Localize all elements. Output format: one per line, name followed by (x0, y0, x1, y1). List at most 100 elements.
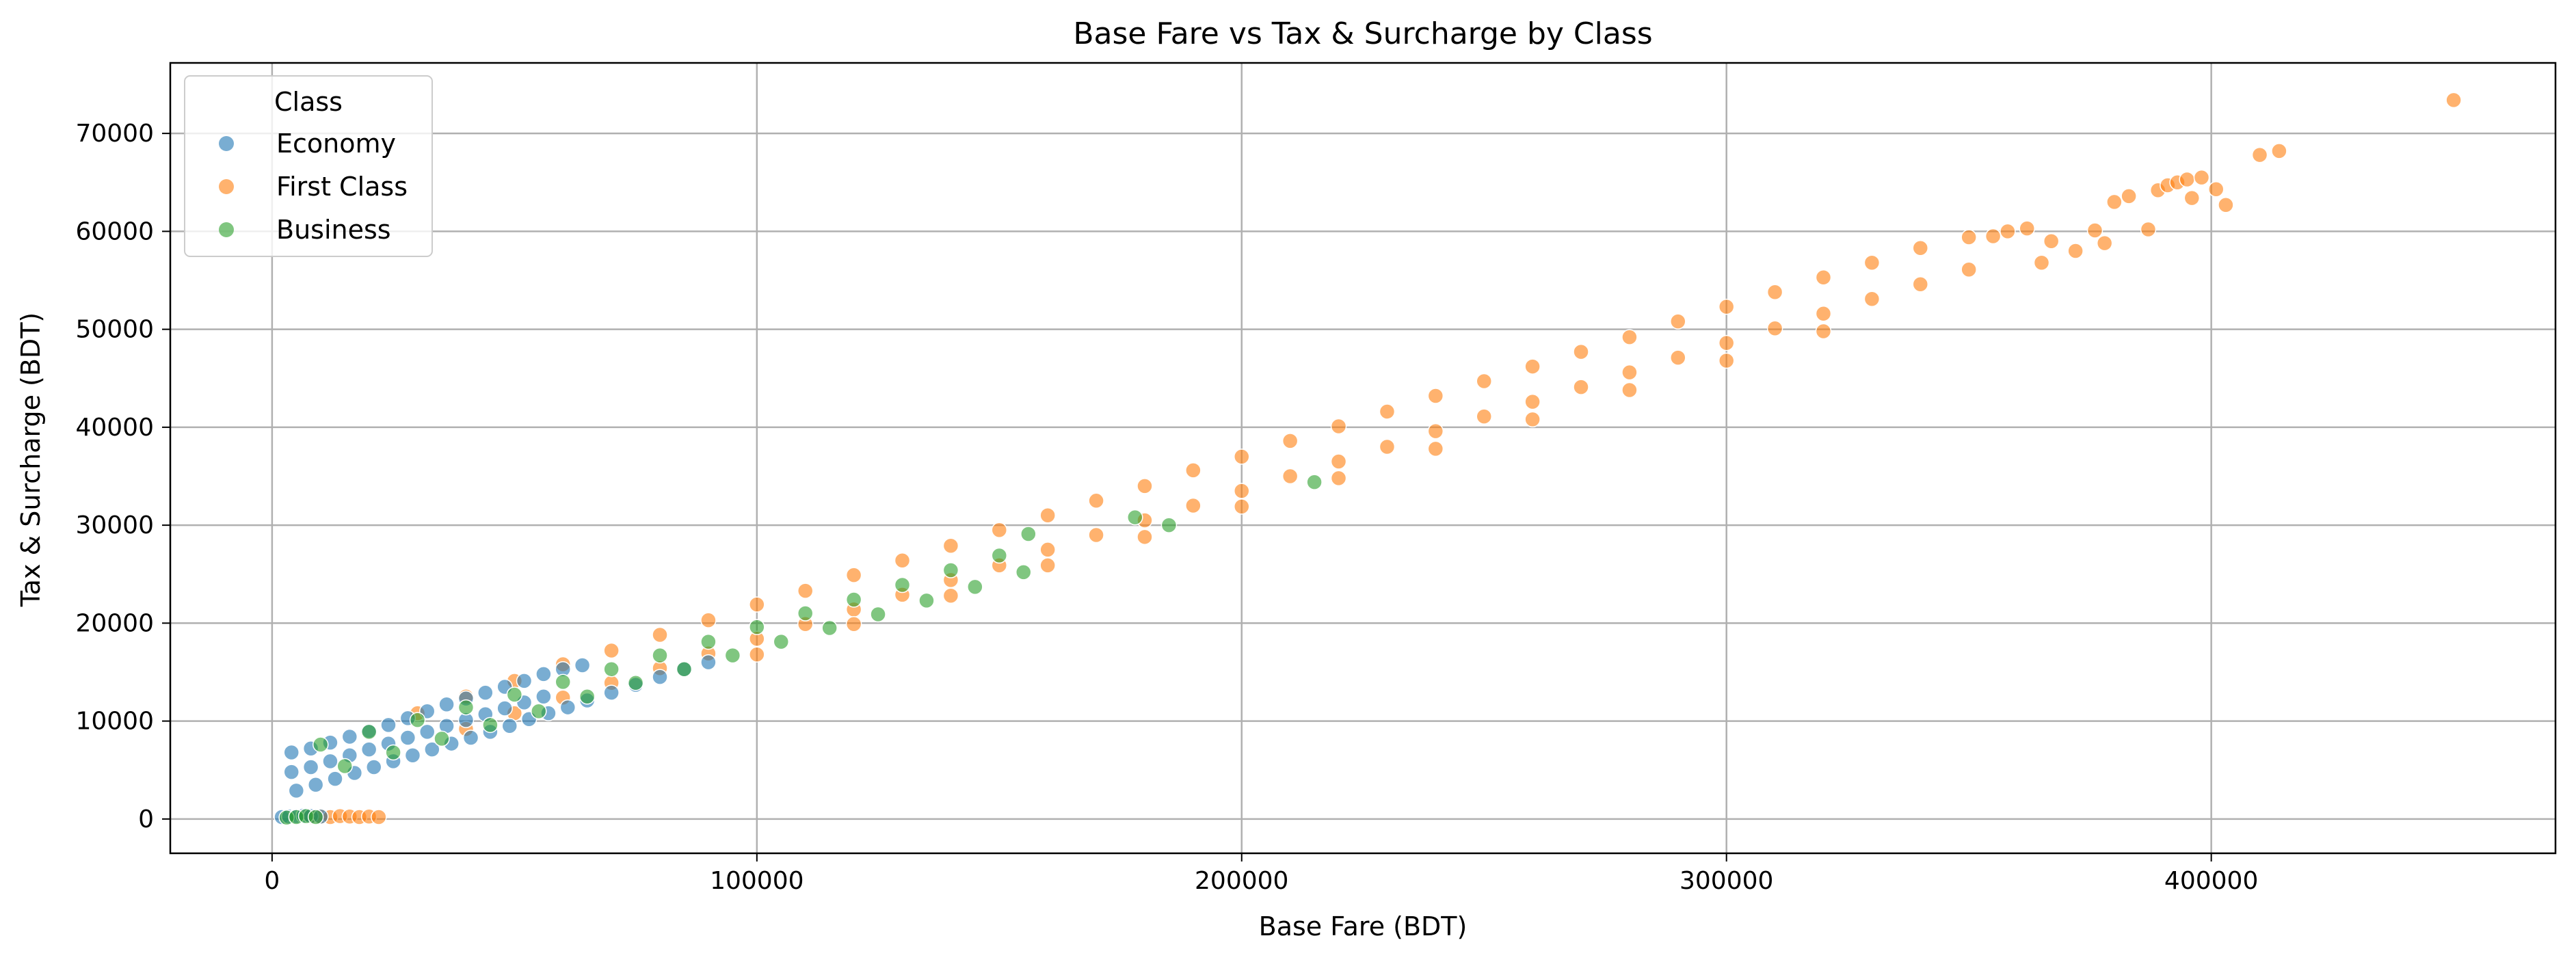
first-class-point (2096, 235, 2113, 252)
first-class-point (1766, 284, 1783, 300)
first-class-point (894, 552, 911, 569)
grid-layer (170, 63, 2555, 853)
economy-point (477, 684, 494, 701)
first-class-point (1961, 229, 1977, 245)
business-point (724, 647, 741, 664)
business-point (870, 606, 886, 623)
chart-title: Base Fare vs Tax & Surcharge by Class (1073, 16, 1652, 51)
y-tick-label: 30000 (75, 511, 154, 539)
economy-point (535, 666, 552, 682)
economy-point (341, 728, 358, 745)
first-class-point (1718, 352, 1735, 369)
first-class-point (1234, 498, 1250, 515)
first-class-point (797, 583, 814, 599)
first-class-point (1912, 276, 1929, 293)
plot-frame (169, 62, 2557, 855)
business-point (821, 619, 838, 637)
x-tick-label: 400000 (2164, 867, 2258, 895)
business-point (409, 712, 426, 728)
legend-title: Class (274, 87, 343, 117)
legend-label-business: Business (276, 215, 391, 245)
business-point (627, 675, 644, 691)
first-class-point (2271, 143, 2287, 159)
first-class-point (1330, 453, 1347, 470)
economy-point (307, 776, 324, 793)
first-class-point (1766, 320, 1783, 336)
economy-point (283, 744, 300, 761)
economy-point (603, 684, 620, 701)
first-class-point (1137, 478, 1153, 494)
legend-marker-economy (219, 136, 234, 151)
first-class-point (2033, 254, 2050, 271)
economy-point (516, 673, 533, 689)
first-class-point (1039, 542, 1056, 558)
x-tick-label: 300000 (1679, 867, 1773, 895)
y-tick-label: 60000 (75, 217, 154, 245)
first-class-point (749, 596, 765, 613)
economy-point (462, 730, 479, 746)
first-class-point (1330, 470, 1347, 487)
business-point (555, 673, 571, 691)
first-class-point (1984, 228, 2002, 245)
first-class-point (2140, 221, 2157, 238)
first-class-point (1815, 305, 1832, 322)
first-class-point (1427, 423, 1444, 440)
legend-marker-business (219, 222, 234, 237)
first-class-point (845, 616, 862, 632)
business-point (579, 689, 596, 705)
first-class-point (1234, 449, 1250, 465)
first-class-point (942, 537, 959, 554)
first-class-point (2179, 171, 2195, 188)
business-point (700, 633, 717, 650)
business-point (845, 591, 862, 608)
first-class-point (1815, 323, 1832, 340)
economy-point (652, 669, 668, 685)
legend-marker-first-class (219, 179, 234, 194)
first-class-point (749, 646, 765, 663)
first-class-point (1621, 364, 1638, 381)
first-class-point (2067, 243, 2084, 259)
business-point (1306, 474, 1323, 490)
business-point (307, 809, 324, 825)
first-class-point (1137, 529, 1153, 546)
economy-point (438, 696, 455, 713)
first-class-point (2193, 169, 2210, 186)
economy-point (360, 741, 377, 758)
legend: Class Economy First Class Business (184, 75, 433, 257)
business-point (1160, 517, 1178, 533)
business-point (482, 717, 499, 734)
first-class-point (1718, 298, 1735, 315)
economy-point (424, 741, 440, 758)
business-point (967, 578, 983, 596)
first-class-point (1524, 393, 1541, 410)
y-axis-label: Tax & Surcharge (BDT) (16, 312, 46, 607)
business-point (336, 758, 353, 775)
economy-point (327, 771, 343, 787)
economy-point (380, 717, 397, 734)
business-point (894, 576, 911, 593)
first-class-point (1476, 408, 1492, 425)
first-class-point (1961, 261, 1977, 278)
first-class-point (2043, 232, 2060, 250)
business-point (676, 660, 693, 678)
first-class-point (1476, 373, 1492, 390)
first-class-point (1718, 334, 1735, 351)
first-class-point (1282, 468, 1299, 485)
first-class-point (1621, 329, 1638, 345)
business-point (457, 699, 475, 716)
y-tick-label: 50000 (75, 316, 154, 344)
first-class-point (1863, 291, 1881, 307)
business-point (313, 736, 329, 753)
legend-box (184, 75, 433, 257)
first-class-point (1573, 343, 1589, 360)
economy-point (535, 689, 552, 705)
first-class-point (2121, 188, 2137, 204)
first-class-point (1427, 440, 1444, 457)
business-point (603, 660, 620, 678)
first-class-point (942, 587, 959, 604)
first-class-point (2207, 181, 2225, 198)
business-point (506, 686, 523, 703)
first-class-point (991, 522, 1008, 539)
data-points-layer (274, 92, 2462, 826)
